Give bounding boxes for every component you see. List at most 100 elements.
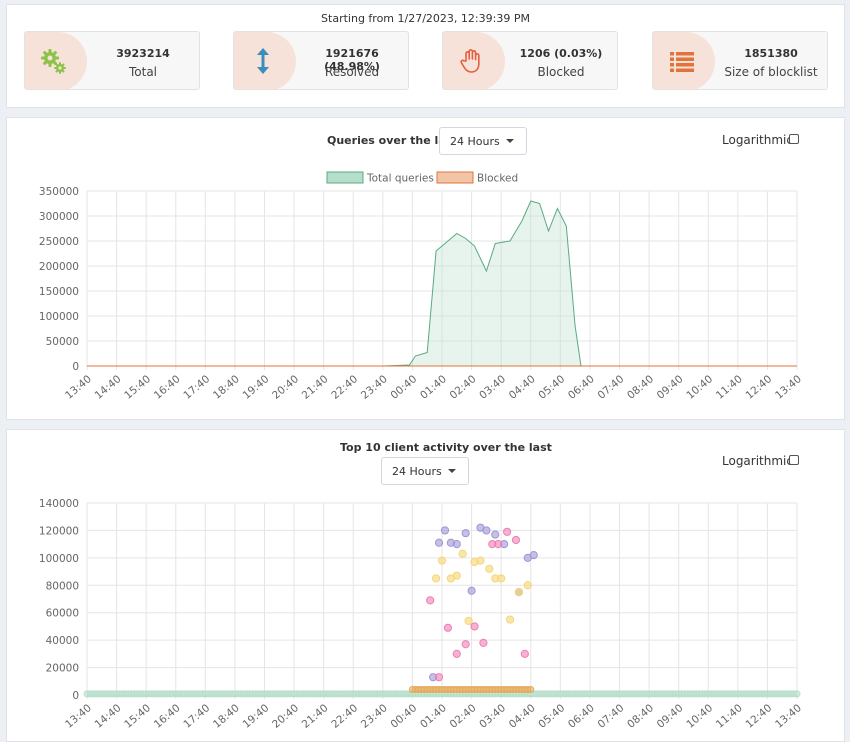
- clients-ytick-label: 120000: [39, 525, 79, 537]
- queries-xtick-label: 07:40: [596, 373, 627, 402]
- stat-label: Blocked: [537, 65, 585, 79]
- clients-xtick-label: 05:40: [536, 702, 567, 731]
- stat-label: Resolved: [324, 65, 380, 79]
- clients-point: [479, 638, 488, 647]
- clients-xtick-label: 21:40: [300, 702, 331, 731]
- clients-point: [426, 596, 435, 605]
- queries-xtick-label: 12:40: [743, 373, 774, 402]
- legend-swatch: [326, 171, 364, 184]
- clients-point: [523, 581, 532, 590]
- stat-value: 3923214: [116, 47, 170, 60]
- clients-ytick-label: 80000: [46, 580, 79, 592]
- arrows-vertical-icon: [257, 48, 269, 74]
- clients-xtick-label: 09:40: [655, 702, 686, 731]
- clients-xtick-label: 03:40: [477, 702, 508, 731]
- clients-point: [464, 616, 473, 626]
- clients-xtick-label: 13:40: [63, 702, 94, 731]
- clients-point: [476, 556, 485, 565]
- clients-xtick-label: 12:40: [743, 702, 774, 731]
- clients-point: [514, 588, 524, 597]
- queries-logarithmic-checkbox[interactable]: [789, 134, 799, 144]
- stat-label: Size of blocklist: [724, 65, 818, 79]
- queries-xtick-label: 01:40: [418, 373, 449, 402]
- clients-xtick-label: 16:40: [152, 702, 183, 731]
- stat-label: Total: [128, 65, 158, 79]
- clients-logarithmic-label: Logarithmic: [722, 454, 793, 468]
- queries-xtick-label: 13:40: [63, 373, 94, 402]
- clients-range-select[interactable]: 24 Hours: [381, 457, 469, 485]
- clients-xtick-label: 19:40: [241, 702, 272, 731]
- queries-logarithmic-label: Logarithmic: [722, 133, 793, 147]
- clients-point: [467, 586, 476, 595]
- list-icon: [670, 52, 694, 72]
- clients-chart-title: Top 10 client activity over the last: [340, 441, 552, 454]
- queries-xtick-label: 11:40: [714, 373, 745, 402]
- clients-point: [497, 574, 506, 583]
- clients-point: [434, 673, 444, 682]
- clients-xtick-label: 10:40: [684, 702, 715, 731]
- clients-point: [520, 649, 529, 658]
- clients-point: [793, 690, 801, 698]
- gears-icon: [41, 49, 66, 74]
- chevron-down-icon: [506, 139, 514, 143]
- clients-ytick-label: 140000: [39, 498, 79, 510]
- clients-logarithmic-checkbox[interactable]: [789, 455, 799, 465]
- queries-ytick-label: 300000: [39, 211, 79, 223]
- queries-range-select[interactable]: 24 Hours: [439, 127, 527, 155]
- queries-xtick-label: 15:40: [122, 373, 153, 402]
- clients-point: [485, 564, 494, 573]
- stat-blocked: 1206 (0.03%) Blocked: [442, 31, 618, 90]
- hand-icon: [460, 49, 480, 73]
- queries-chart: Total queries Blocked 0 50000 100000 150000 2…: [39, 171, 804, 402]
- queries-xtick-label: 21:40: [300, 373, 331, 402]
- queries-ytick-label: 250000: [39, 236, 79, 248]
- queries-xtick-label: 16:40: [152, 373, 183, 402]
- queries-xtick-label: 04:40: [507, 373, 538, 402]
- clients-point: [529, 551, 538, 560]
- queries-xtick-label: 06:40: [566, 373, 597, 402]
- queries-xtick-label: 09:40: [655, 373, 686, 402]
- queries-ytick-label: 350000: [39, 186, 79, 198]
- clients-chart: 020000400006000080000100000120000140000 …: [39, 498, 804, 731]
- queries-range-value: 24 Hours: [450, 135, 500, 148]
- clients-xtick-label: 13:40: [773, 702, 804, 731]
- clients-chart-panel: Top 10 client activity over the last 24 …: [6, 429, 845, 742]
- clients-xtick-label: 20:40: [270, 702, 301, 731]
- clients-xtick-label: 23:40: [359, 702, 390, 731]
- clients-ytick-label: 40000: [46, 635, 79, 647]
- stat-total: 3923214 Total: [24, 31, 200, 90]
- clients-xtick-label: 11:40: [714, 702, 745, 731]
- queries-xtick-label: 03:40: [477, 373, 508, 402]
- clients-point: [505, 615, 515, 624]
- stat-value: 1851380: [744, 47, 798, 60]
- clients-xtick-label: 01:40: [418, 702, 449, 731]
- clients-ytick-label: 100000: [39, 553, 79, 565]
- legend-label[interactable]: Blocked: [477, 173, 518, 185]
- clients-point: [431, 574, 441, 583]
- clients-xtick-label: 04:40: [507, 702, 538, 731]
- clients-point: [458, 549, 467, 558]
- queries-chart-title: Queries over the last: [327, 134, 458, 147]
- clients-point: [511, 535, 521, 545]
- queries-xtick-label: 08:40: [625, 373, 656, 402]
- queries-series-area: [87, 201, 797, 366]
- queries-chart-panel: Queries over the last 24 Hours Logarithm…: [6, 117, 845, 420]
- stat-value: 1206 (0.03%): [519, 47, 603, 60]
- clients-xtick-label: 08:40: [625, 702, 656, 731]
- clients-point: [434, 538, 444, 547]
- clients-point: [470, 622, 479, 631]
- clients-xtick-label: 02:40: [448, 702, 479, 731]
- queries-ytick-label: 100000: [39, 311, 79, 323]
- queries-xtick-label: 17:40: [181, 373, 212, 402]
- clients-xtick-label: 15:40: [122, 702, 153, 731]
- legend-swatch: [436, 171, 474, 184]
- clients-xtick-label: 06:40: [566, 702, 597, 731]
- queries-series-line: [87, 200, 797, 367]
- clients-point: [452, 571, 461, 580]
- queries-ytick-label: 150000: [39, 286, 79, 298]
- clients-point: [440, 526, 450, 535]
- legend-label[interactable]: Total queries: [366, 173, 434, 185]
- stat-blocklist: 1851380 Size of blocklist: [652, 31, 828, 90]
- queries-ytick-label: 0: [72, 361, 79, 373]
- clients-point: [452, 649, 461, 658]
